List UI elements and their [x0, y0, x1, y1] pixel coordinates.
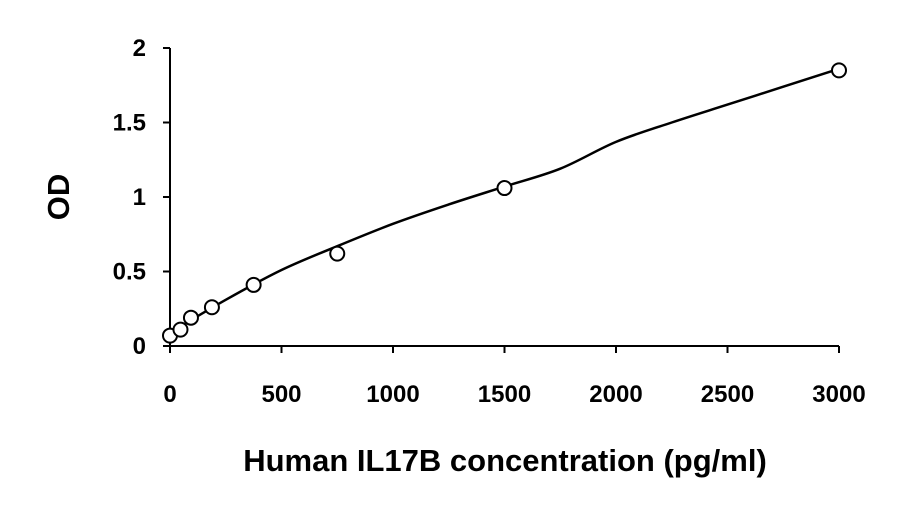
x-axis-title: Human IL17B concentration (pg/ml)	[243, 443, 767, 478]
y-tick-label: 1.5	[113, 110, 146, 137]
x-tick-label: 0	[163, 381, 176, 408]
data-point	[831, 62, 847, 79]
y-ticks: 0 0.5 1 1.5 2	[113, 35, 170, 360]
data-points	[162, 62, 847, 344]
axes	[169, 48, 839, 347]
x-ticks: 0 500 1000 1500 2000 2500 3000	[163, 346, 866, 408]
fit-curve	[169, 67, 840, 334]
x-tick-label: 2000	[589, 381, 642, 408]
data-point	[203, 299, 220, 316]
x-tick-label: 1000	[366, 381, 419, 408]
y-axis-title: OD	[41, 174, 76, 221]
y-tick-label: 0.5	[113, 259, 146, 286]
data-point	[182, 309, 199, 326]
y-tick-label: 2	[133, 35, 146, 62]
y-tick-label: 1	[133, 184, 146, 211]
x-tick-label: 2500	[701, 381, 754, 408]
data-point	[245, 276, 262, 293]
data-point	[172, 321, 189, 338]
y-tick-label: 0	[133, 333, 146, 360]
data-point	[329, 245, 346, 262]
x-tick-label: 3000	[812, 381, 865, 408]
x-tick-label: 1500	[478, 381, 531, 408]
x-tick-label: 500	[261, 381, 301, 408]
data-point	[496, 180, 513, 197]
